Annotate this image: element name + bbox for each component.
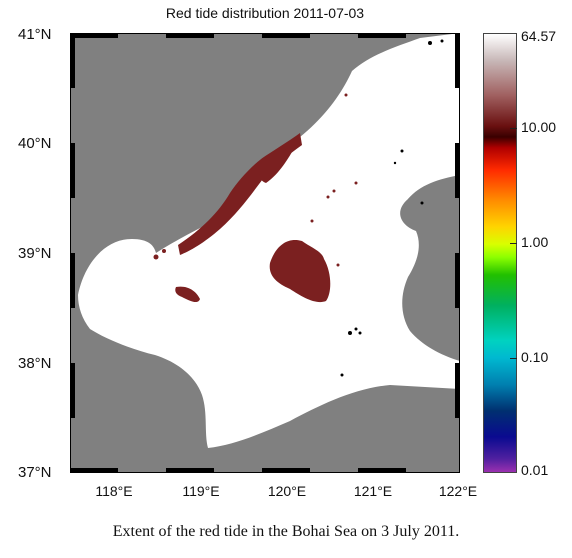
islands (340, 39, 444, 377)
map-title: Red tide distribution 2011-07-03 (165, 5, 365, 21)
sea-area (78, 33, 460, 448)
lon-label-120: 120°E (267, 483, 307, 499)
bohai-map (70, 33, 460, 473)
colorbar-label-0-1: 0.10 (521, 349, 549, 365)
peninsula-land (406, 181, 460, 249)
colorbar-tick (510, 358, 517, 359)
red-tide-central-bloom (269, 239, 331, 303)
colorbar (483, 33, 517, 473)
colorbar-label-max: 64.57 (521, 28, 557, 44)
red-tide-patches (153, 93, 358, 303)
lon-label-121: 121°E (353, 483, 393, 499)
lat-label-39: 39°N (18, 245, 52, 262)
colorbar-label-10: 10.00 (521, 119, 557, 135)
lat-label-38: 38°N (18, 355, 52, 372)
lat-label-40: 40°N (18, 135, 52, 152)
colorbar-tick (510, 128, 517, 129)
lon-label-122: 122°E (438, 483, 478, 499)
figure-caption: Extent of the red tide in the Bohai Sea … (112, 523, 460, 540)
frame-ticks (70, 33, 460, 473)
lon-label-118: 118°E (95, 483, 133, 499)
red-tide-southwest-patch (175, 286, 200, 303)
lat-label-41: 41°N (18, 26, 52, 43)
colorbar-label-min: 0.01 (521, 462, 549, 478)
red-tide-nearshore-patch (259, 145, 296, 183)
colorbar-tick (510, 243, 517, 244)
lat-label-37: 37°N (18, 464, 52, 481)
lon-label-119: 119°E (182, 483, 220, 499)
colorbar-label-1: 1.00 (521, 234, 549, 250)
